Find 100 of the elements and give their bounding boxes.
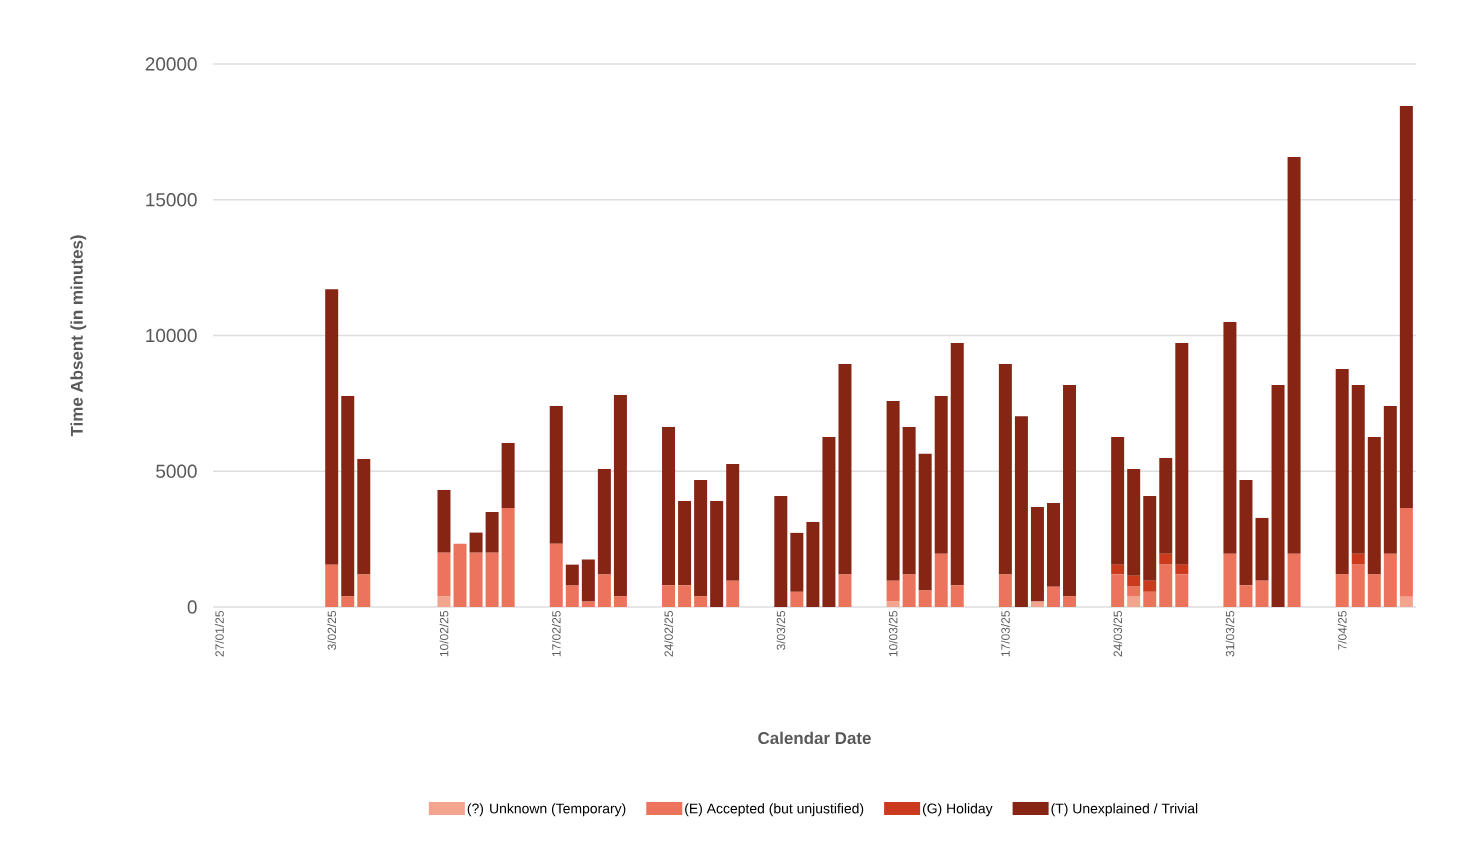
bar bbox=[613, 596, 627, 607]
bar bbox=[1335, 574, 1349, 607]
bar bbox=[1159, 564, 1173, 607]
bar bbox=[501, 507, 515, 607]
x-tick-label: 24/02/25 bbox=[664, 611, 673, 657]
bar bbox=[325, 289, 339, 565]
bar bbox=[1127, 469, 1141, 576]
bar bbox=[565, 564, 579, 586]
x-tick-label: 17/02/25 bbox=[551, 611, 561, 657]
bar bbox=[597, 574, 611, 607]
bar bbox=[325, 564, 339, 607]
bar bbox=[886, 580, 900, 602]
bar bbox=[1399, 596, 1413, 607]
bar bbox=[485, 511, 499, 553]
bar bbox=[662, 585, 676, 607]
bar bbox=[1351, 384, 1365, 554]
legend-label: (T) Unexplained / Trivial bbox=[1051, 803, 1198, 817]
bar bbox=[998, 364, 1012, 575]
bar bbox=[918, 590, 932, 607]
bar bbox=[838, 364, 852, 575]
bar bbox=[357, 459, 371, 575]
bar bbox=[1175, 564, 1189, 575]
bar bbox=[1046, 586, 1060, 607]
bar bbox=[501, 443, 515, 508]
bar bbox=[1399, 106, 1413, 508]
bar bbox=[613, 394, 627, 597]
bar bbox=[998, 574, 1012, 607]
bar bbox=[662, 426, 676, 586]
bar bbox=[1111, 574, 1125, 607]
bar bbox=[774, 495, 788, 607]
bar bbox=[469, 552, 483, 607]
bar bbox=[437, 596, 451, 607]
bar bbox=[1287, 157, 1301, 554]
bar bbox=[549, 406, 563, 544]
bar bbox=[1255, 580, 1269, 607]
y-axis-title: Time Absent (in minutes) bbox=[70, 235, 87, 437]
bar bbox=[1159, 553, 1173, 565]
bar bbox=[581, 559, 595, 602]
bar bbox=[918, 453, 932, 591]
bar bbox=[694, 596, 708, 607]
bar bbox=[678, 501, 692, 586]
bar bbox=[934, 396, 948, 554]
bar bbox=[694, 479, 708, 597]
bar bbox=[950, 585, 964, 607]
bar bbox=[341, 396, 355, 597]
bar bbox=[1367, 574, 1381, 607]
bar bbox=[1127, 596, 1141, 607]
bar bbox=[1143, 580, 1157, 592]
x-tick-label: 10/03/25 bbox=[888, 611, 898, 657]
bar bbox=[1223, 553, 1237, 607]
bar bbox=[1335, 368, 1349, 575]
bar bbox=[1159, 457, 1173, 554]
bar bbox=[726, 463, 740, 581]
bar bbox=[1287, 553, 1301, 607]
legend-label: (E) Accepted (but unjustified) bbox=[685, 803, 864, 817]
bar bbox=[469, 532, 483, 553]
bar bbox=[806, 522, 820, 607]
x-tick-label: 10/02/25 bbox=[439, 611, 449, 657]
bar bbox=[1175, 574, 1189, 607]
x-tick-label: 3/02/25 bbox=[327, 611, 337, 650]
x-tick-label: 17/03/25 bbox=[1000, 611, 1010, 657]
bar bbox=[790, 532, 804, 592]
bar bbox=[1127, 586, 1141, 597]
bar bbox=[886, 400, 900, 581]
x-axis-title: Calendar Date bbox=[758, 731, 871, 745]
x-tick-label: 31/03/25 bbox=[1225, 611, 1235, 657]
bar bbox=[950, 343, 964, 586]
bar bbox=[1063, 596, 1077, 607]
bar bbox=[1143, 495, 1157, 581]
bar bbox=[1030, 507, 1044, 602]
x-tick-label: 3/03/25 bbox=[776, 611, 786, 650]
bar bbox=[565, 585, 579, 607]
y-tick-label: 5000 bbox=[156, 464, 197, 478]
bar bbox=[1143, 591, 1157, 607]
x-tick-label: 27/01/25 bbox=[215, 611, 224, 657]
bar bbox=[1255, 517, 1269, 581]
bar bbox=[357, 574, 371, 607]
y-tick-label: 0 bbox=[187, 600, 197, 614]
bar bbox=[1239, 479, 1253, 586]
bar bbox=[1383, 553, 1397, 607]
bar bbox=[1367, 437, 1381, 575]
x-tick-label: 24/03/25 bbox=[1113, 611, 1123, 657]
bar bbox=[838, 574, 852, 607]
bar bbox=[1030, 601, 1044, 607]
bar bbox=[485, 552, 499, 607]
bar bbox=[1383, 406, 1397, 554]
bar bbox=[1111, 437, 1125, 565]
bar bbox=[678, 585, 692, 607]
bar bbox=[437, 489, 451, 553]
bar bbox=[1239, 585, 1253, 607]
y-tick-label: 15000 bbox=[146, 193, 197, 207]
bar bbox=[1351, 564, 1365, 607]
y-tick-label: 10000 bbox=[146, 328, 197, 343]
bar bbox=[1014, 416, 1028, 607]
bar bbox=[341, 596, 355, 607]
bar bbox=[1351, 553, 1365, 565]
bar bbox=[549, 543, 563, 607]
bar bbox=[1175, 343, 1189, 565]
bar bbox=[710, 501, 724, 607]
bar bbox=[902, 426, 916, 575]
